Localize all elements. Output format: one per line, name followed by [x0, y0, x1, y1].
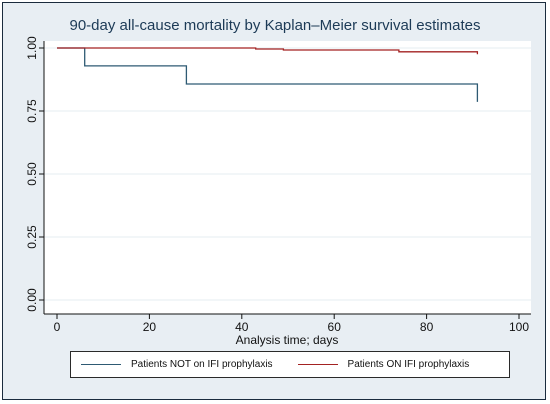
legend-swatch-on-prophylaxis	[297, 364, 338, 365]
y-tick-label-0.25: 0.25	[25, 225, 39, 249]
y-tick-label-0.50: 0.50	[25, 162, 39, 186]
legend-label-not-prophylaxis: Patients NOT on IFI prophylaxis	[131, 359, 273, 370]
legend-item-not-prophylaxis: Patients NOT on IFI prophylaxis	[81, 359, 273, 370]
plot-area	[44, 41, 531, 314]
y-tick-label-0.00: 0.00	[25, 288, 39, 312]
x-tick-label-40: 40	[235, 320, 249, 334]
chart-title: 90-day all-cause mortality by Kaplan–Mei…	[69, 17, 481, 34]
x-tick-label-100: 100	[509, 320, 529, 334]
x-tick-label-20: 20	[143, 320, 157, 334]
axes: 0.00 0.25 0.50 0.75 1.00 0 20 40 60 80 100	[25, 36, 531, 334]
x-tick-label-0: 0	[54, 320, 61, 334]
x-tick-label-60: 60	[328, 320, 342, 334]
legend-label-on-prophylaxis: Patients ON IFI prophylaxis	[347, 359, 470, 370]
x-tick-label-80: 80	[420, 320, 434, 334]
legend: Patients NOT on IFI prophylaxis Patients…	[70, 351, 510, 378]
legend-swatch-not-prophylaxis	[81, 364, 121, 365]
legend-item-on-prophylaxis: Patients ON IFI prophylaxis	[297, 359, 470, 370]
y-tick-label-1.00: 1.00	[25, 36, 39, 60]
km-curve-on-prophylaxis	[57, 47, 479, 55]
y-tick-label-0.75: 0.75	[25, 99, 39, 123]
survival-curves	[57, 47, 479, 102]
x-axis-label: Analysis time; days	[236, 333, 339, 347]
